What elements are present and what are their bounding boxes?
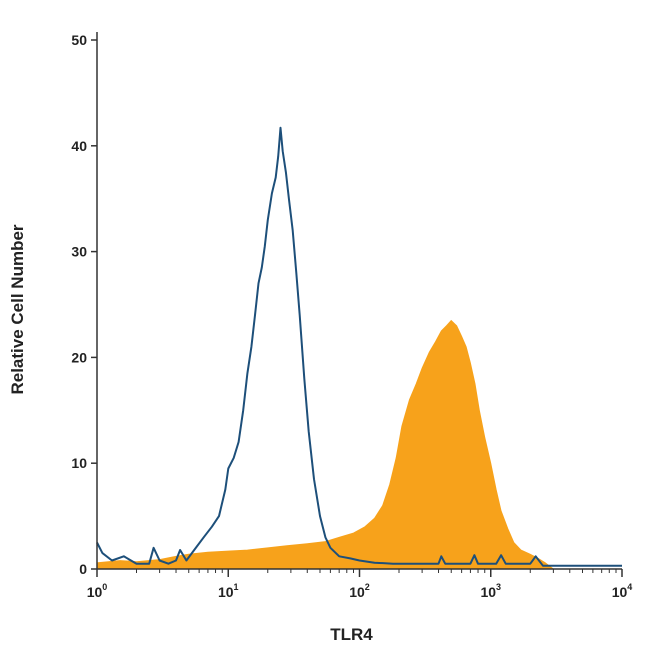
- x-tick-label: 100: [87, 582, 108, 600]
- x-tick-label: 104: [612, 582, 633, 600]
- series-outline-histogram: [96, 126, 622, 567]
- y-tick-label: 50: [71, 32, 87, 48]
- x-tick-label: 102: [349, 582, 370, 600]
- x-tick-label: 103: [480, 582, 501, 600]
- y-tick-label: 40: [71, 138, 87, 154]
- x-axis-title: TLR4: [330, 625, 373, 644]
- x-tick-label: 101: [218, 582, 239, 600]
- y-tick-label: 30: [71, 244, 87, 260]
- x-axis-ticks: 100 101 102 103 104: [87, 569, 633, 600]
- y-tick-label: 10: [71, 455, 87, 471]
- y-tick-label: 0: [79, 561, 87, 577]
- y-tick-label: 20: [71, 349, 87, 365]
- axes: [96, 32, 622, 570]
- y-axis-ticks: 0 10 20 30 40 50: [71, 32, 97, 577]
- y-axis-title: Relative Cell Number: [8, 224, 27, 394]
- plot-series: [96, 126, 622, 570]
- series-filled-histogram: [96, 319, 555, 570]
